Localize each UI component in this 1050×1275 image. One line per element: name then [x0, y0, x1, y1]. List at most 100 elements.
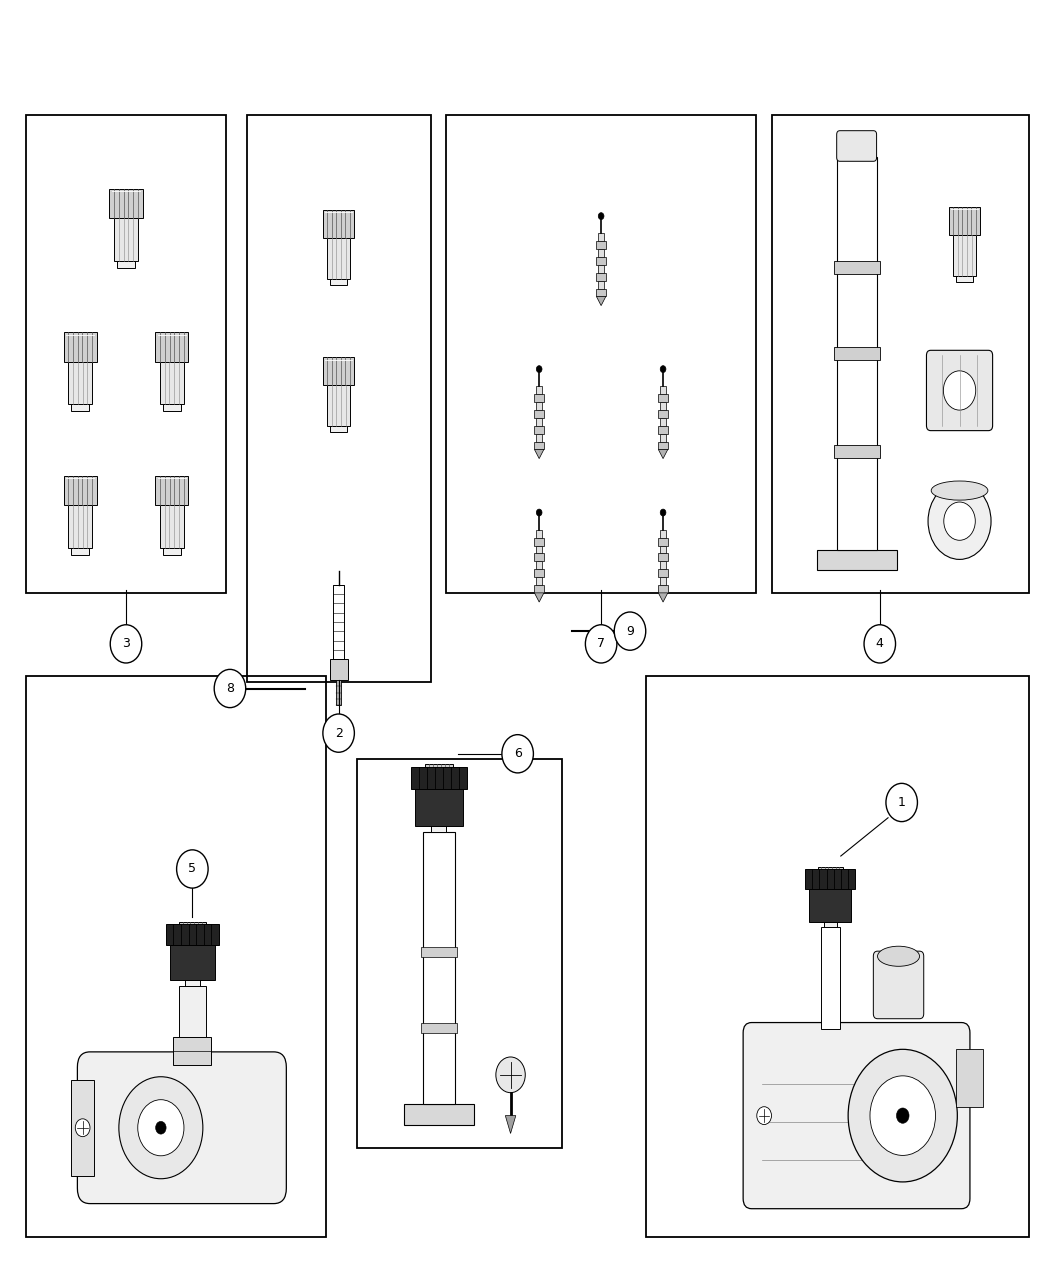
- Circle shape: [323, 714, 355, 752]
- Circle shape: [943, 371, 975, 411]
- Bar: [658, 411, 668, 418]
- Bar: [823, 922, 837, 927]
- Bar: [71, 404, 89, 411]
- Bar: [658, 441, 668, 450]
- FancyBboxPatch shape: [743, 1023, 970, 1209]
- Bar: [536, 546, 543, 553]
- Text: 4: 4: [876, 638, 884, 650]
- Circle shape: [586, 625, 617, 663]
- Bar: [178, 922, 206, 946]
- Polygon shape: [596, 296, 606, 306]
- Bar: [411, 766, 467, 789]
- Bar: [658, 553, 668, 561]
- Bar: [160, 362, 184, 404]
- Bar: [178, 986, 206, 1037]
- Circle shape: [614, 612, 646, 650]
- Bar: [163, 404, 181, 411]
- Text: 9: 9: [626, 625, 634, 638]
- Bar: [432, 826, 446, 831]
- Circle shape: [864, 625, 896, 663]
- Circle shape: [944, 502, 975, 541]
- Circle shape: [537, 509, 542, 516]
- Bar: [185, 980, 200, 986]
- Bar: [536, 386, 543, 394]
- Bar: [834, 347, 880, 360]
- FancyBboxPatch shape: [926, 351, 992, 431]
- Circle shape: [660, 366, 666, 372]
- Bar: [446, 115, 756, 593]
- Bar: [659, 418, 667, 426]
- FancyBboxPatch shape: [837, 131, 877, 161]
- Bar: [949, 207, 981, 235]
- Bar: [423, 831, 455, 1104]
- Bar: [166, 924, 219, 946]
- Bar: [170, 946, 214, 980]
- Circle shape: [537, 366, 542, 372]
- Bar: [328, 385, 351, 426]
- Text: 5: 5: [188, 862, 196, 876]
- Bar: [534, 585, 544, 593]
- Bar: [597, 233, 605, 241]
- Bar: [336, 680, 341, 705]
- Bar: [659, 402, 667, 411]
- Bar: [659, 386, 667, 394]
- Text: 6: 6: [513, 747, 522, 760]
- Bar: [821, 927, 840, 1029]
- Circle shape: [119, 1076, 203, 1178]
- Bar: [646, 676, 1029, 1237]
- Circle shape: [502, 734, 533, 773]
- Polygon shape: [534, 450, 544, 459]
- Bar: [957, 1049, 983, 1107]
- Bar: [534, 411, 544, 418]
- Bar: [534, 426, 544, 434]
- FancyBboxPatch shape: [874, 951, 924, 1019]
- Polygon shape: [658, 450, 668, 459]
- Bar: [658, 538, 668, 546]
- Bar: [71, 1080, 94, 1176]
- Circle shape: [886, 783, 918, 821]
- Circle shape: [76, 1119, 90, 1137]
- Bar: [323, 209, 355, 237]
- Bar: [837, 158, 877, 550]
- Bar: [534, 569, 544, 578]
- Bar: [805, 868, 856, 889]
- Bar: [416, 789, 463, 826]
- Bar: [68, 362, 92, 404]
- Bar: [658, 394, 668, 402]
- Bar: [323, 357, 355, 385]
- Bar: [597, 280, 605, 288]
- Bar: [597, 265, 605, 273]
- Bar: [330, 426, 346, 432]
- Bar: [536, 434, 543, 441]
- Bar: [155, 476, 188, 505]
- Circle shape: [897, 1108, 909, 1123]
- Bar: [596, 241, 606, 249]
- Text: 3: 3: [122, 638, 130, 650]
- Bar: [658, 426, 668, 434]
- Bar: [333, 585, 344, 659]
- Bar: [818, 867, 843, 889]
- Bar: [109, 189, 143, 218]
- Bar: [817, 550, 897, 570]
- Bar: [821, 889, 840, 922]
- Bar: [173, 1037, 211, 1065]
- Bar: [163, 548, 181, 555]
- Bar: [536, 402, 543, 411]
- Text: 8: 8: [226, 682, 234, 695]
- Circle shape: [757, 1107, 772, 1125]
- Circle shape: [598, 213, 604, 219]
- Bar: [536, 530, 543, 538]
- Bar: [597, 249, 605, 258]
- Bar: [834, 261, 880, 274]
- Bar: [534, 538, 544, 546]
- Bar: [534, 553, 544, 561]
- Bar: [357, 759, 562, 1148]
- Bar: [330, 279, 346, 286]
- Bar: [404, 1104, 474, 1125]
- Bar: [810, 889, 852, 922]
- Bar: [183, 946, 203, 980]
- Bar: [536, 418, 543, 426]
- Text: 2: 2: [335, 727, 342, 739]
- Bar: [957, 275, 973, 282]
- Bar: [330, 659, 348, 680]
